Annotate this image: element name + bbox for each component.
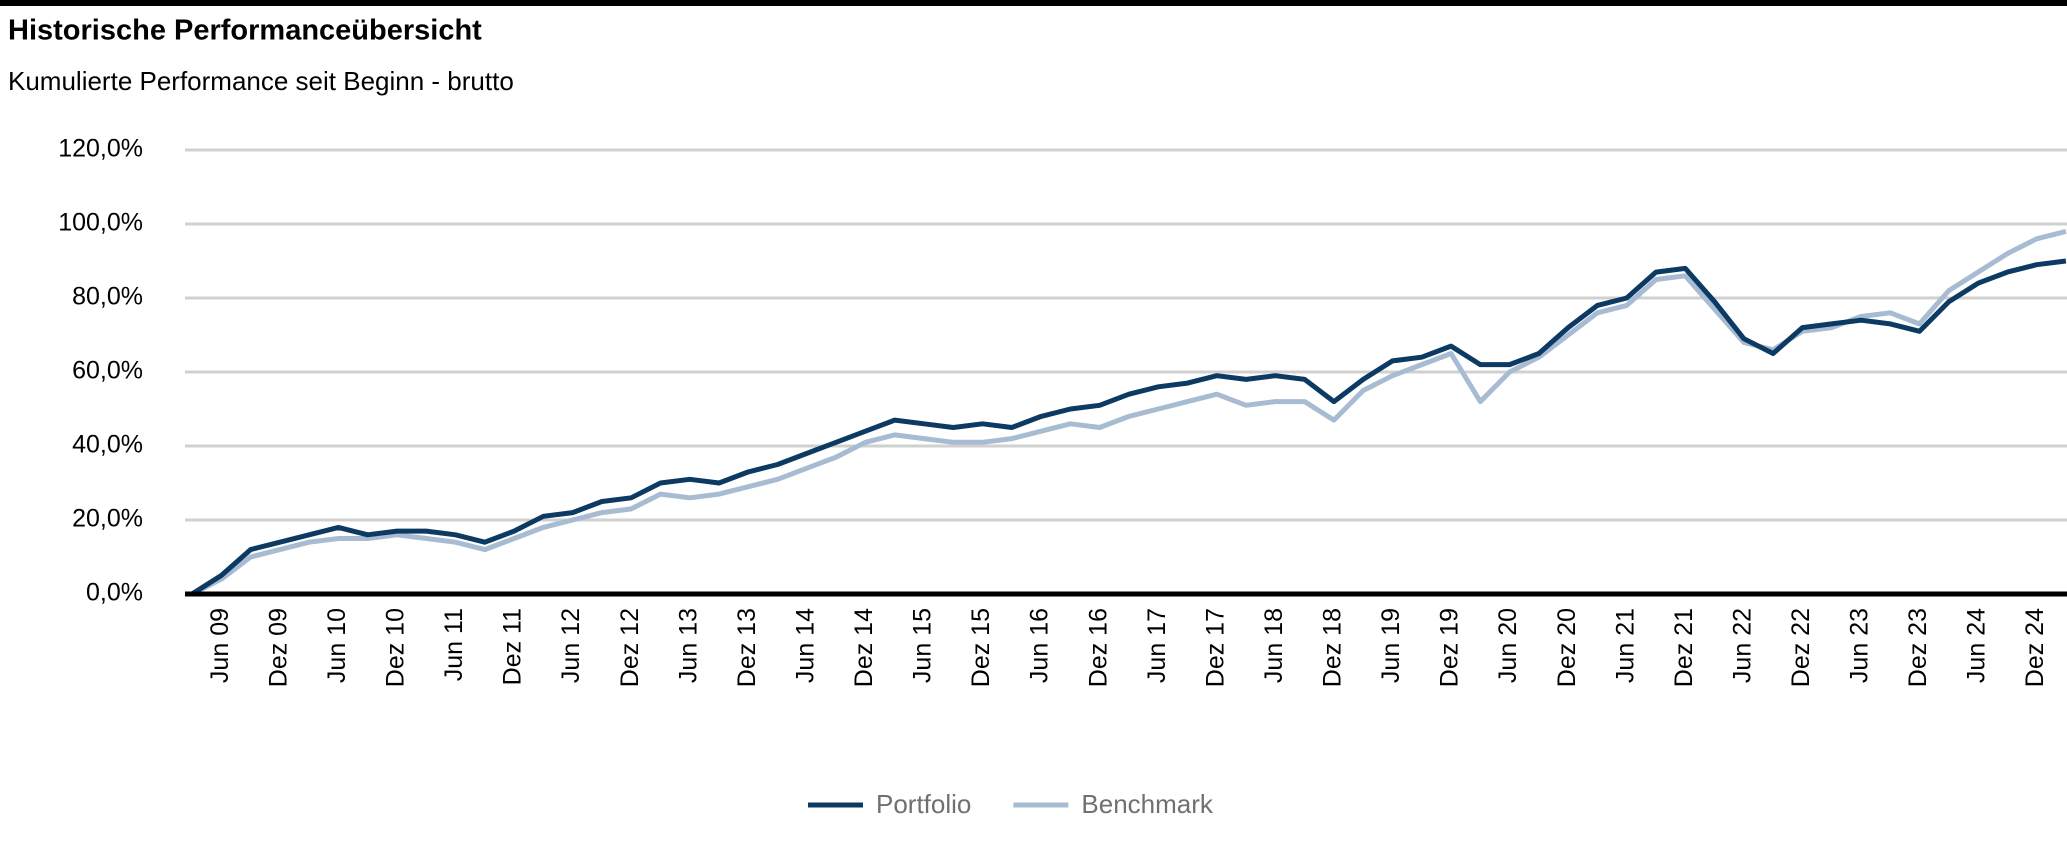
y-tick-label: 100,0% xyxy=(58,209,143,237)
x-tick-label: Dez 13 xyxy=(733,608,761,687)
series-line xyxy=(190,258,2067,597)
x-tick-label: Dez 14 xyxy=(850,608,878,687)
x-tick-label: Dez 23 xyxy=(1904,608,1932,687)
y-tick-label: 40,0% xyxy=(72,431,143,459)
x-tick-label: Dez 09 xyxy=(264,608,292,687)
x-tick-label: Jun 16 xyxy=(1026,608,1054,683)
x-tick-label: Dez 11 xyxy=(499,608,527,685)
y-tick-label: 20,0% xyxy=(72,505,143,533)
x-tick-label: Dez 21 xyxy=(1670,608,1698,687)
x-tick-label: Jun 23 xyxy=(1846,608,1874,683)
y-tick-label: 60,0% xyxy=(72,357,143,385)
x-tick-label: Dez 22 xyxy=(1787,608,1815,687)
x-tick-label: Jun 13 xyxy=(674,608,702,683)
x-tick-label: Jun 11 xyxy=(440,608,468,681)
x-tick-label: Dez 20 xyxy=(1553,608,1581,687)
x-tick-label: Dez 19 xyxy=(1436,608,1464,687)
x-tick-label: Jun 22 xyxy=(1728,608,1756,683)
x-tick-label: Jun 17 xyxy=(1143,608,1171,683)
legend-label: Benchmark xyxy=(1081,789,1213,819)
x-tick-label: Jun 10 xyxy=(323,608,351,683)
chart-subtitle: Kumulierte Performance seit Beginn - bru… xyxy=(8,66,514,96)
x-tick-label: Jun 20 xyxy=(1494,608,1522,683)
x-tick-label: Dez 12 xyxy=(616,608,644,687)
y-tick-label: 120,0% xyxy=(58,135,143,163)
x-tick-label: Jun 19 xyxy=(1377,608,1405,683)
x-tick-label: Jun 18 xyxy=(1260,608,1288,683)
x-tick-label: Dez 18 xyxy=(1319,608,1347,687)
x-tick-label: Jun 15 xyxy=(909,608,937,683)
x-tick-label: Dez 15 xyxy=(967,608,995,687)
x-tick-label: Dez 24 xyxy=(2021,608,2049,687)
chart-title: Historische Performanceübersicht xyxy=(8,15,482,47)
x-tick-label: Dez 17 xyxy=(1201,608,1229,687)
x-tick-label: Jun 14 xyxy=(791,608,819,683)
x-tick-label: Jun 12 xyxy=(557,608,585,683)
x-tick-label: Dez 16 xyxy=(1084,608,1112,687)
y-tick-label: 0,0% xyxy=(86,579,143,607)
x-tick-label: Jun 21 xyxy=(1611,608,1639,683)
legend-label: Portfolio xyxy=(876,789,971,819)
x-tick-label: Dez 10 xyxy=(382,608,410,687)
y-tick-label: 80,0% xyxy=(72,283,143,311)
x-tick-label: Jun 09 xyxy=(206,608,234,683)
top-bar xyxy=(0,0,2067,6)
x-tick-label: Jun 24 xyxy=(1963,608,1991,683)
